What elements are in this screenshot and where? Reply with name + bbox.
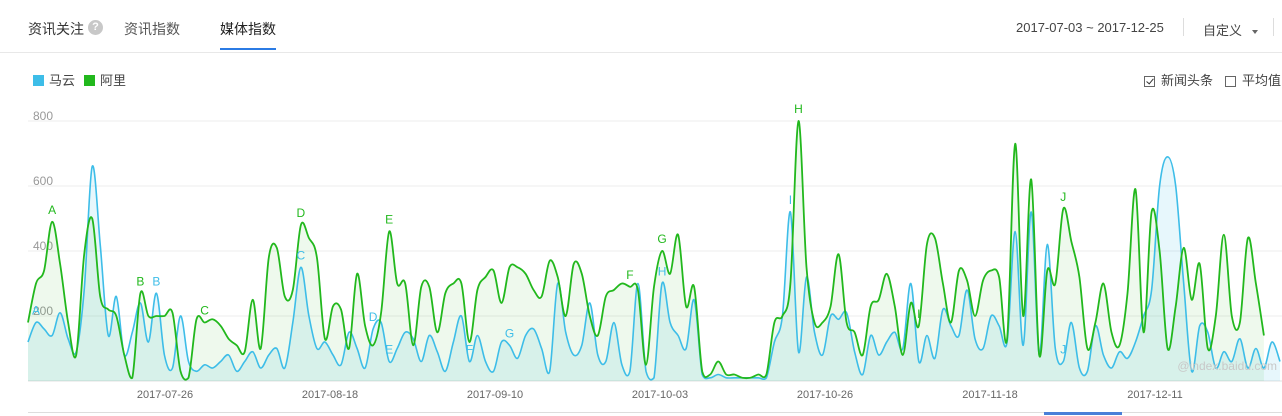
annotation-label: B [136, 274, 144, 288]
annotation-label: F [626, 268, 633, 282]
legend-swatch [33, 75, 44, 86]
legend-item-mayun[interactable]: 马云 [33, 70, 75, 89]
annotation-label: H [794, 102, 803, 116]
range-slider-track [28, 412, 1282, 413]
help-icon[interactable]: ? [88, 20, 103, 35]
checkbox-icon[interactable] [1225, 76, 1236, 87]
tab-news-index[interactable]: 资讯指数 [124, 21, 180, 37]
y-tick-label: 200 [33, 304, 53, 318]
annotation-label: B [152, 274, 160, 288]
divider [1183, 18, 1184, 36]
option-news-headlines[interactable]: 新闻头条 [1144, 70, 1213, 89]
annotation-label: D [369, 310, 378, 324]
annotation-label: D [297, 206, 306, 220]
date-range-label[interactable]: 2017-07-03 ~ 2017-12-25 [1016, 20, 1164, 35]
annotation-label: G [505, 326, 514, 340]
range-slider-handle[interactable] [1044, 412, 1122, 415]
annotation-label: J [1060, 343, 1066, 357]
legend-swatch [84, 75, 95, 86]
annotation-label: I [789, 193, 792, 207]
annotation-label: J [1060, 190, 1066, 204]
x-tick-label: 2017-10-26 [797, 389, 853, 401]
annotation-label: A [48, 203, 56, 217]
annotation-label: C [200, 304, 209, 318]
annotation-label: E [385, 343, 393, 357]
watermark: @index.baidu.com [1177, 359, 1277, 373]
annotation-label: I [917, 307, 920, 321]
annotation-label: H [658, 265, 667, 279]
annotation-label: F [466, 343, 473, 357]
custom-range-select[interactable]: 自定义 [1203, 20, 1259, 39]
x-tick-label: 2017-10-03 [632, 389, 688, 401]
legend-item-ali[interactable]: 阿里 [84, 70, 126, 89]
legend-label: 马云 [49, 73, 76, 88]
annotation-label: G [657, 232, 666, 246]
option-label: 新闻头条 [1161, 73, 1214, 88]
series-line-1 [27, 120, 1265, 381]
x-tick-label: 2017-08-18 [302, 389, 358, 401]
annotation-label: C [297, 248, 306, 262]
series-area-0 [28, 156, 1280, 381]
y-tick-label: 800 [33, 109, 53, 123]
annotation-label: E [385, 213, 393, 227]
option-average[interactable]: 平均值 [1225, 70, 1281, 89]
custom-range-label: 自定义 [1203, 23, 1243, 38]
tab-media-index[interactable]: 媒体指数 [220, 21, 276, 37]
x-tick-label: 2017-11-18 [962, 389, 1017, 401]
divider [1273, 18, 1274, 36]
annotation-label: A [32, 304, 40, 318]
y-tick-label: 600 [33, 174, 53, 188]
legend-label: 阿里 [100, 73, 127, 88]
x-tick-label: 2017-09-10 [467, 389, 523, 401]
caret-down-icon [1252, 29, 1259, 34]
x-tick-label: 2017-12-11 [1127, 389, 1182, 401]
top-bar: 资讯关注 ? 资讯指数 媒体指数 2017-07-03 ~ 2017-12-25… [0, 0, 1282, 53]
series-area-1 [28, 120, 1264, 381]
tab-news-attention[interactable]: 资讯关注 [28, 21, 84, 37]
series-line-0 [27, 155, 1281, 381]
active-tab-indicator [220, 48, 276, 50]
checkbox-checked-icon[interactable] [1144, 76, 1155, 87]
x-tick-label: 2017-07-26 [137, 389, 193, 401]
option-label: 平均值 [1242, 73, 1282, 88]
